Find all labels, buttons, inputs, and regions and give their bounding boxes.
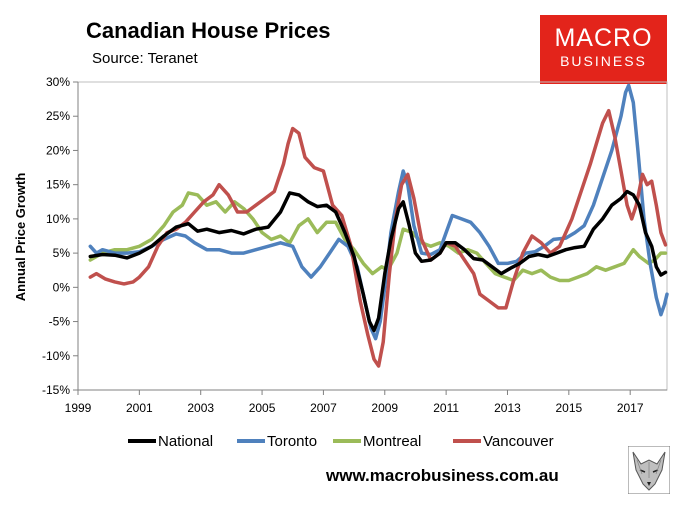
y-tick-label: 25%: [46, 109, 70, 123]
y-tick-label: -10%: [42, 349, 70, 363]
y-axis: 30% 25% 20% 15% 10% 5% 0% -5% -10% -15%: [42, 75, 79, 397]
x-tick-label: 2003: [187, 401, 214, 415]
y-tick-label: 5%: [53, 246, 71, 260]
y-tick-label: 20%: [46, 143, 70, 157]
legend-label-national: National: [158, 433, 213, 450]
y-tick-label: -15%: [42, 383, 70, 397]
x-tick-label: 2015: [555, 401, 582, 415]
logo-top-text: MACRO: [554, 24, 653, 52]
y-tick-label: 10%: [46, 212, 70, 226]
x-tick-label: 2007: [310, 401, 337, 415]
legend-label-toronto: Toronto: [267, 433, 317, 450]
series-line-toronto: [88, 83, 669, 341]
y-tick-label: -5%: [49, 315, 71, 329]
legend-label-vancouver: Vancouver: [483, 433, 554, 450]
y-tick-label: 0%: [53, 280, 71, 294]
x-tick-label: 2009: [371, 401, 398, 415]
legend: National Toronto Montreal Vancouver: [128, 433, 554, 450]
x-axis: 1999 2001 2003 2005 2007 2009 2011 2013 2015 2017: [65, 389, 667, 415]
legend-label-montreal: Montreal: [363, 433, 421, 450]
x-tick-label: 2001: [126, 401, 153, 415]
page-title: Canadian House Prices: [86, 18, 331, 43]
x-tick-label: 1999: [65, 401, 92, 415]
source-note: Source: Teranet: [92, 50, 198, 67]
series-line-montreal: [88, 191, 668, 283]
x-tick-label: 2011: [433, 401, 459, 415]
x-tick-label: 2017: [617, 401, 644, 415]
y-tick-label: 15%: [46, 178, 70, 192]
x-tick-label: 2005: [249, 401, 276, 415]
series-line-national: [88, 189, 668, 333]
x-tick-label: 2013: [494, 401, 521, 415]
y-axis-title: Annual Price Growth: [13, 173, 28, 302]
series-lines: [88, 83, 669, 368]
logo-bottom-text: BUSINESS: [560, 53, 647, 69]
macrobusiness-logo: MACRO BUSINESS: [540, 15, 667, 84]
website-url: www.macrobusiness.com.au: [326, 466, 559, 485]
fox-mascot-icon: [628, 446, 670, 494]
y-tick-label: 30%: [46, 75, 70, 89]
